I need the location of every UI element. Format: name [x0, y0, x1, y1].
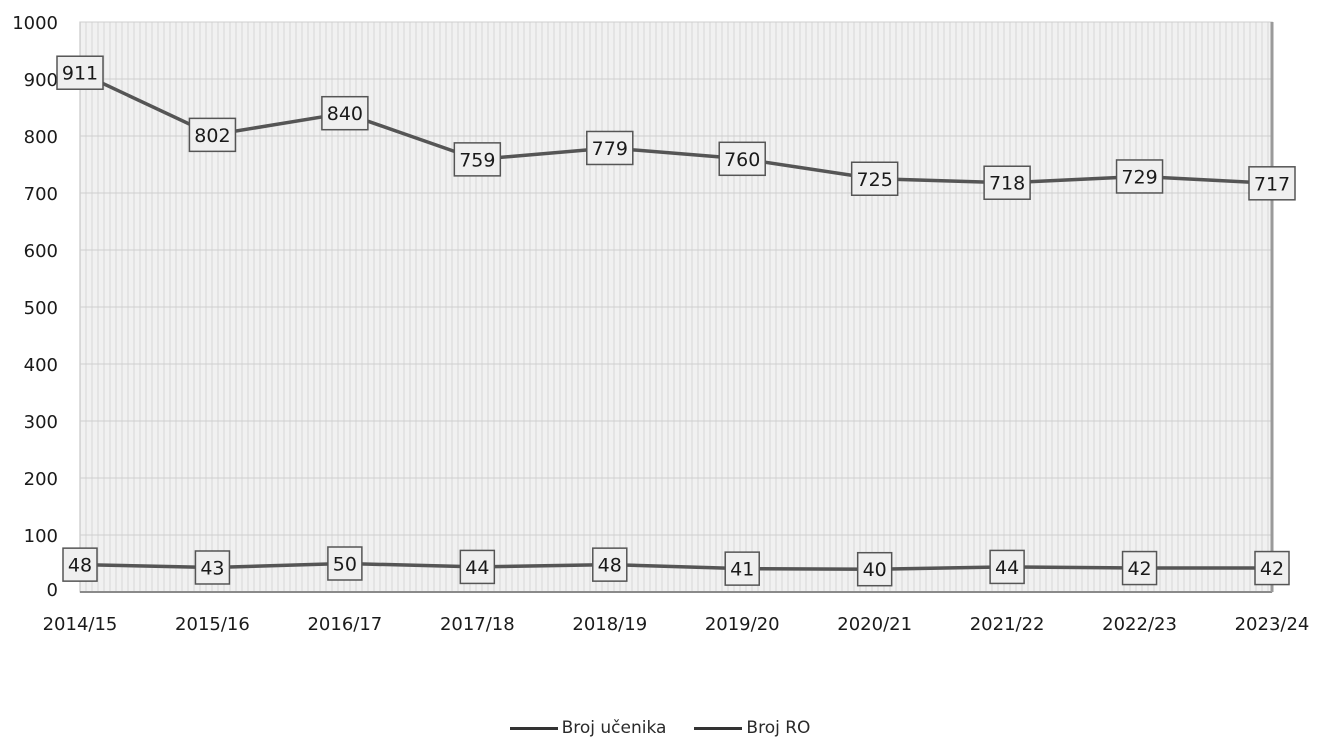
data-label-series-2: 44: [989, 549, 1025, 585]
data-label-text: 725: [857, 169, 893, 191]
data-label-box: [1248, 166, 1296, 201]
data-label-box: [983, 165, 1031, 200]
data-label-series-1: 779: [586, 130, 634, 166]
legend-label-series-1: Broj učenika: [561, 718, 667, 738]
data-label-series-1: 718: [983, 165, 1031, 200]
data-label-series-2: 42: [1121, 550, 1158, 586]
x-tick-label: 2017/18: [440, 614, 515, 635]
data-label-series-2: 48: [62, 547, 98, 582]
x-tick-label: 2022/23: [1102, 614, 1177, 635]
legend-label-series-2: Broj RO: [746, 718, 811, 738]
x-tick-label: 2016/17: [307, 614, 382, 635]
x-tick-label: 2018/19: [572, 614, 647, 635]
data-label-box: [592, 547, 628, 582]
data-label-series-2: 48: [592, 547, 628, 582]
data-label-box: [586, 130, 634, 166]
data-label-series-2: 50: [327, 546, 363, 581]
data-label-series-2: 40: [856, 551, 893, 587]
y-tick-label: 100: [24, 526, 58, 547]
legend-item-series-2[interactable]: Broj RO: [694, 718, 810, 738]
data-label-series-1: 840: [321, 95, 369, 131]
data-label-box: [1254, 550, 1290, 586]
data-label-box: [194, 550, 231, 585]
y-tick-label: 400: [24, 355, 58, 376]
data-label-text: 41: [730, 559, 754, 581]
x-tick-label: 2019/20: [705, 614, 780, 635]
data-label-box: [856, 551, 893, 587]
data-label-box: [62, 547, 98, 582]
legend: Broj učenika Broj RO: [0, 718, 1320, 738]
data-label-text: 44: [995, 557, 1019, 579]
series-line-1: [79, 71, 1273, 186]
data-label-text: 42: [1260, 558, 1284, 580]
legend-item-series-1[interactable]: Broj učenika: [509, 718, 667, 738]
data-labels: 911 802 840 759 779 760 725 718 729 717 48 43 50 44 48…: [56, 55, 1296, 587]
data-label-text: 40: [863, 559, 887, 581]
data-label-box: [1115, 159, 1164, 194]
series-lines: [79, 71, 1273, 571]
data-label-series-1: 760: [718, 141, 766, 177]
data-label-series-2: 41: [724, 551, 760, 586]
x-tick-label: 2020/21: [837, 614, 912, 635]
data-label-text: 44: [465, 557, 489, 579]
data-label-text: 729: [1121, 166, 1157, 188]
data-label-text: 759: [459, 149, 495, 171]
data-label-series-1: 911: [56, 55, 104, 90]
data-label-box: [56, 55, 104, 90]
legend-swatch-line-icon: [694, 726, 743, 730]
data-label-text: 911: [62, 63, 98, 85]
x-tick-label: 2014/15: [43, 614, 118, 635]
data-label-box: [989, 549, 1025, 585]
x-tick-label: 2023/24: [1235, 614, 1310, 635]
data-label-text: 717: [1254, 173, 1290, 195]
data-label-text: 43: [200, 557, 224, 579]
y-tick-label: 800: [24, 127, 58, 148]
legend-swatch-line-icon: [509, 726, 558, 730]
data-label-box: [459, 549, 496, 585]
y-tick-label: 1000: [12, 13, 58, 34]
data-label-box: [453, 142, 502, 177]
data-label-series-2: 43: [194, 550, 231, 585]
y-axis-tick-labels: 0 100 200 300 400 500 600 700 800 900 1000: [12, 13, 58, 601]
data-label-text: 760: [724, 149, 760, 171]
y-tick-label: 300: [24, 412, 58, 433]
data-label-box: [718, 141, 766, 177]
data-label-text: 48: [598, 555, 622, 577]
data-label-box: [1121, 550, 1158, 586]
plot-area: [79, 21, 1274, 593]
data-label-text: 48: [68, 555, 92, 577]
data-label-series-1: 717: [1248, 166, 1296, 201]
y-tick-label: 0: [47, 580, 58, 601]
data-label-series-1: 759: [453, 142, 502, 177]
y-tick-label: 500: [24, 298, 58, 319]
data-label-series-2: 42: [1254, 550, 1290, 586]
x-axis-tick-labels: 2014/15 2015/16 2016/17 2017/18 2018/19 2019/…: [43, 614, 1310, 635]
data-label-text: 42: [1127, 558, 1151, 580]
data-label-series-1: 802: [188, 117, 237, 153]
data-label-box: [327, 546, 363, 581]
data-label-series-1: 729: [1115, 159, 1164, 194]
x-tick-label: 2015/16: [175, 614, 250, 635]
y-tick-label: 900: [24, 70, 58, 91]
y-tick-label: 600: [24, 241, 58, 262]
data-label-series-2: 44: [459, 549, 496, 585]
data-label-box: [188, 117, 237, 153]
data-label-text: 802: [194, 125, 230, 147]
data-label-box: [321, 95, 369, 131]
data-label-series-1: 725: [850, 161, 899, 196]
data-label-box: [724, 551, 760, 586]
data-label-box: [850, 161, 899, 196]
data-label-text: 718: [989, 173, 1025, 195]
y-tick-label: 200: [24, 469, 58, 490]
data-label-text: 779: [592, 138, 628, 160]
y-tick-label: 700: [24, 184, 58, 205]
data-label-text: 50: [333, 554, 357, 576]
data-label-text: 840: [327, 103, 363, 125]
x-tick-label: 2021/22: [970, 614, 1045, 635]
series-line-2: [79, 561, 1272, 571]
